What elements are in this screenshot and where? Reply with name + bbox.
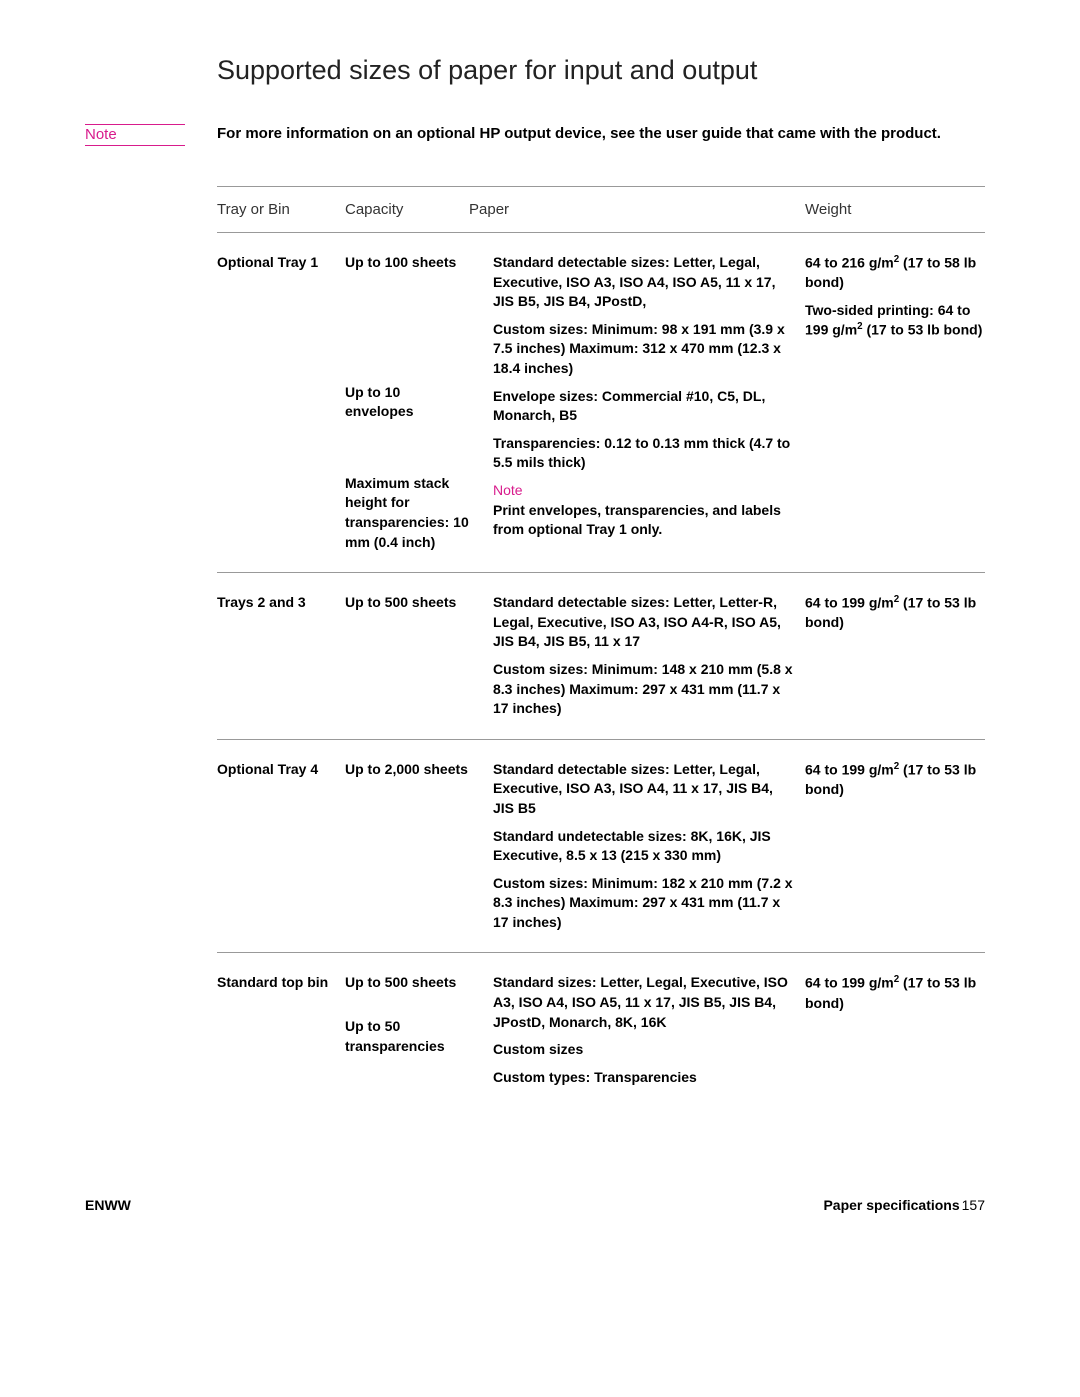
- capacity-block: Up to 100 sheets: [345, 253, 469, 273]
- capacity-block: Up to 10 envelopes: [345, 383, 469, 422]
- paper-block: Standard undetectable sizes: 8K, 16K, JI…: [493, 827, 793, 866]
- table-header-row: Tray or Bin Capacity Paper Weight: [217, 201, 985, 233]
- cell-paper: Standard sizes: Letter, Legal, Executive…: [469, 973, 805, 1087]
- paper-block: Standard detectable sizes: Letter, Legal…: [493, 253, 793, 312]
- cell-weight: 64 to 199 g/m2 (17 to 53 lb bond): [805, 973, 985, 1087]
- inline-note-text: Print envelopes, transparencies, and lab…: [493, 501, 793, 540]
- capacity-block: Up to 50 transparencies: [345, 1017, 469, 1056]
- capacity-block: Up to 500 sheets: [345, 593, 469, 613]
- cell-weight: 64 to 216 g/m2 (17 to 58 lb bond) Two-sid…: [805, 253, 985, 552]
- inline-note-label: Note: [493, 481, 793, 501]
- cell-tray: Trays 2 and 3: [217, 593, 345, 719]
- footer-left: ENWW: [85, 1197, 131, 1213]
- footer-section-label: Paper specifications: [823, 1197, 959, 1213]
- note-text: For more information on an optional HP o…: [217, 124, 941, 146]
- cell-tray: Standard top bin: [217, 973, 345, 1087]
- header-weight: Weight: [805, 201, 985, 218]
- paper-spec-table: Tray or Bin Capacity Paper Weight Option…: [217, 186, 985, 1107]
- cell-paper: Standard detectable sizes: Letter, Legal…: [469, 760, 805, 933]
- cell-capacity: Up to 500 sheets Up to 50 transparencies: [345, 973, 469, 1087]
- note-label-wrap: Note: [85, 124, 217, 146]
- footer-right: Paper specifications157: [823, 1197, 985, 1213]
- weight-block: 64 to 199 g/m2 (17 to 53 lb bond): [805, 973, 985, 1013]
- page-title: Supported sizes of paper for input and o…: [217, 55, 985, 86]
- capacity-block: Up to 500 sheets: [345, 973, 469, 993]
- weight-block: Two-sided printing: 64 to 199 g/m2 (17 t…: [805, 301, 985, 341]
- weight-block: 64 to 199 g/m2 (17 to 53 lb bond): [805, 760, 985, 800]
- cell-capacity: Up to 500 sheets: [345, 593, 469, 719]
- paper-block: Standard detectable sizes: Letter, Lette…: [493, 593, 793, 652]
- capacity-block: Maximum stack height for transparencies:…: [345, 474, 469, 552]
- cell-weight: 64 to 199 g/m2 (17 to 53 lb bond): [805, 760, 985, 933]
- header-paper: Paper: [469, 201, 805, 218]
- paper-block: Custom sizes: Minimum: 98 x 191 mm (3.9 …: [493, 320, 793, 379]
- header-capacity: Capacity: [345, 201, 469, 218]
- table-row: Optional Tray 4Up to 2,000 sheets Standar…: [217, 740, 985, 954]
- page-footer: ENWW Paper specifications157: [85, 1197, 985, 1213]
- weight-block: 64 to 216 g/m2 (17 to 58 lb bond): [805, 253, 985, 293]
- header-tray: Tray or Bin: [217, 201, 345, 218]
- paper-block: Transparencies: 0.12 to 0.13 mm thick (4…: [493, 434, 793, 473]
- paper-block: Custom types: Transparencies: [493, 1068, 793, 1088]
- top-note: Note For more information on an optional…: [85, 124, 985, 146]
- cell-paper: Standard detectable sizes: Letter, Legal…: [469, 253, 805, 552]
- cell-tray: Optional Tray 1: [217, 253, 345, 552]
- cell-capacity: Up to 2,000 sheets: [345, 760, 469, 933]
- paper-block: Custom sizes: [493, 1040, 793, 1060]
- weight-block: 64 to 199 g/m2 (17 to 53 lb bond): [805, 593, 985, 633]
- paper-block: Custom sizes: Minimum: 148 x 210 mm (5.8…: [493, 660, 793, 719]
- paper-block: Envelope sizes: Commercial #10, C5, DL, …: [493, 387, 793, 426]
- table-row: Standard top binUp to 500 sheetsUp to 50…: [217, 953, 985, 1107]
- cell-weight: 64 to 199 g/m2 (17 to 53 lb bond): [805, 593, 985, 719]
- paper-block: Standard sizes: Letter, Legal, Executive…: [493, 973, 793, 1032]
- paper-block: Custom sizes: Minimum: 182 x 210 mm (7.2…: [493, 874, 793, 933]
- paper-block: Standard detectable sizes: Letter, Legal…: [493, 760, 793, 819]
- cell-tray: Optional Tray 4: [217, 760, 345, 933]
- cell-paper: Standard detectable sizes: Letter, Lette…: [469, 593, 805, 719]
- table-row: Optional Tray 1Up to 100 sheets Up to 10 …: [217, 233, 985, 573]
- footer-page-number: 157: [962, 1197, 985, 1213]
- table-row: Trays 2 and 3Up to 500 sheets Standard de…: [217, 573, 985, 740]
- note-label: Note: [85, 124, 185, 146]
- table-rule-top: [217, 186, 985, 187]
- capacity-block: Up to 2,000 sheets: [345, 760, 469, 780]
- cell-capacity: Up to 100 sheets Up to 10 envelopes Maximu…: [345, 253, 469, 552]
